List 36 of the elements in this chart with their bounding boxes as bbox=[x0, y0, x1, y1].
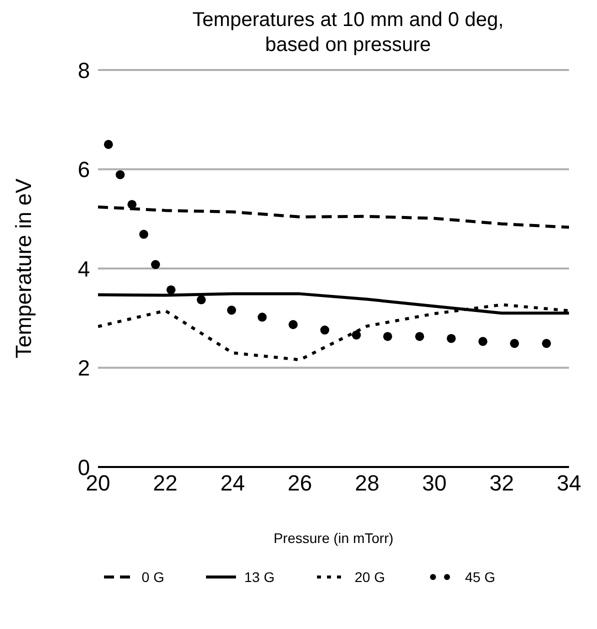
point bbox=[320, 326, 330, 335]
point bbox=[139, 230, 148, 239]
point bbox=[258, 312, 267, 322]
x-axis-title: Pressure (in mTorr) bbox=[274, 530, 394, 546]
point bbox=[446, 334, 456, 343]
x-tick-label: 28 bbox=[354, 470, 380, 496]
point bbox=[288, 320, 298, 330]
point bbox=[510, 338, 520, 348]
x-tick-label: 32 bbox=[489, 470, 514, 496]
point bbox=[166, 285, 176, 294]
legend-label: 0 G bbox=[142, 569, 164, 585]
point bbox=[116, 170, 125, 180]
y-tick-label: 6 bbox=[78, 157, 90, 182]
x-tick-label: 30 bbox=[422, 470, 447, 496]
point bbox=[478, 336, 488, 346]
x-tick-label: 24 bbox=[220, 470, 245, 496]
point bbox=[227, 306, 236, 315]
point bbox=[415, 332, 424, 341]
point bbox=[352, 330, 361, 340]
point bbox=[104, 140, 113, 149]
x-tick-label: 22 bbox=[153, 470, 178, 496]
legend-label: 20 G bbox=[354, 569, 385, 585]
point bbox=[127, 200, 136, 209]
y-tick-label: 2 bbox=[78, 356, 90, 381]
chart-title: Temperatures at 10 mm and 0 deg, based on pressure bbox=[191, 8, 505, 58]
x-tick-label: 34 bbox=[556, 470, 582, 496]
y-tick-label: 4 bbox=[78, 256, 90, 282]
legend-label: 45 G bbox=[464, 569, 496, 585]
point bbox=[542, 338, 551, 348]
x-tick-label: 26 bbox=[288, 470, 312, 496]
y-axis-title: Temperature in eV bbox=[10, 178, 36, 358]
legend-label: 13 G bbox=[244, 569, 275, 585]
point bbox=[196, 295, 206, 304]
y-tick-label: 8 bbox=[78, 58, 90, 83]
point bbox=[383, 332, 392, 341]
point bbox=[151, 260, 160, 270]
